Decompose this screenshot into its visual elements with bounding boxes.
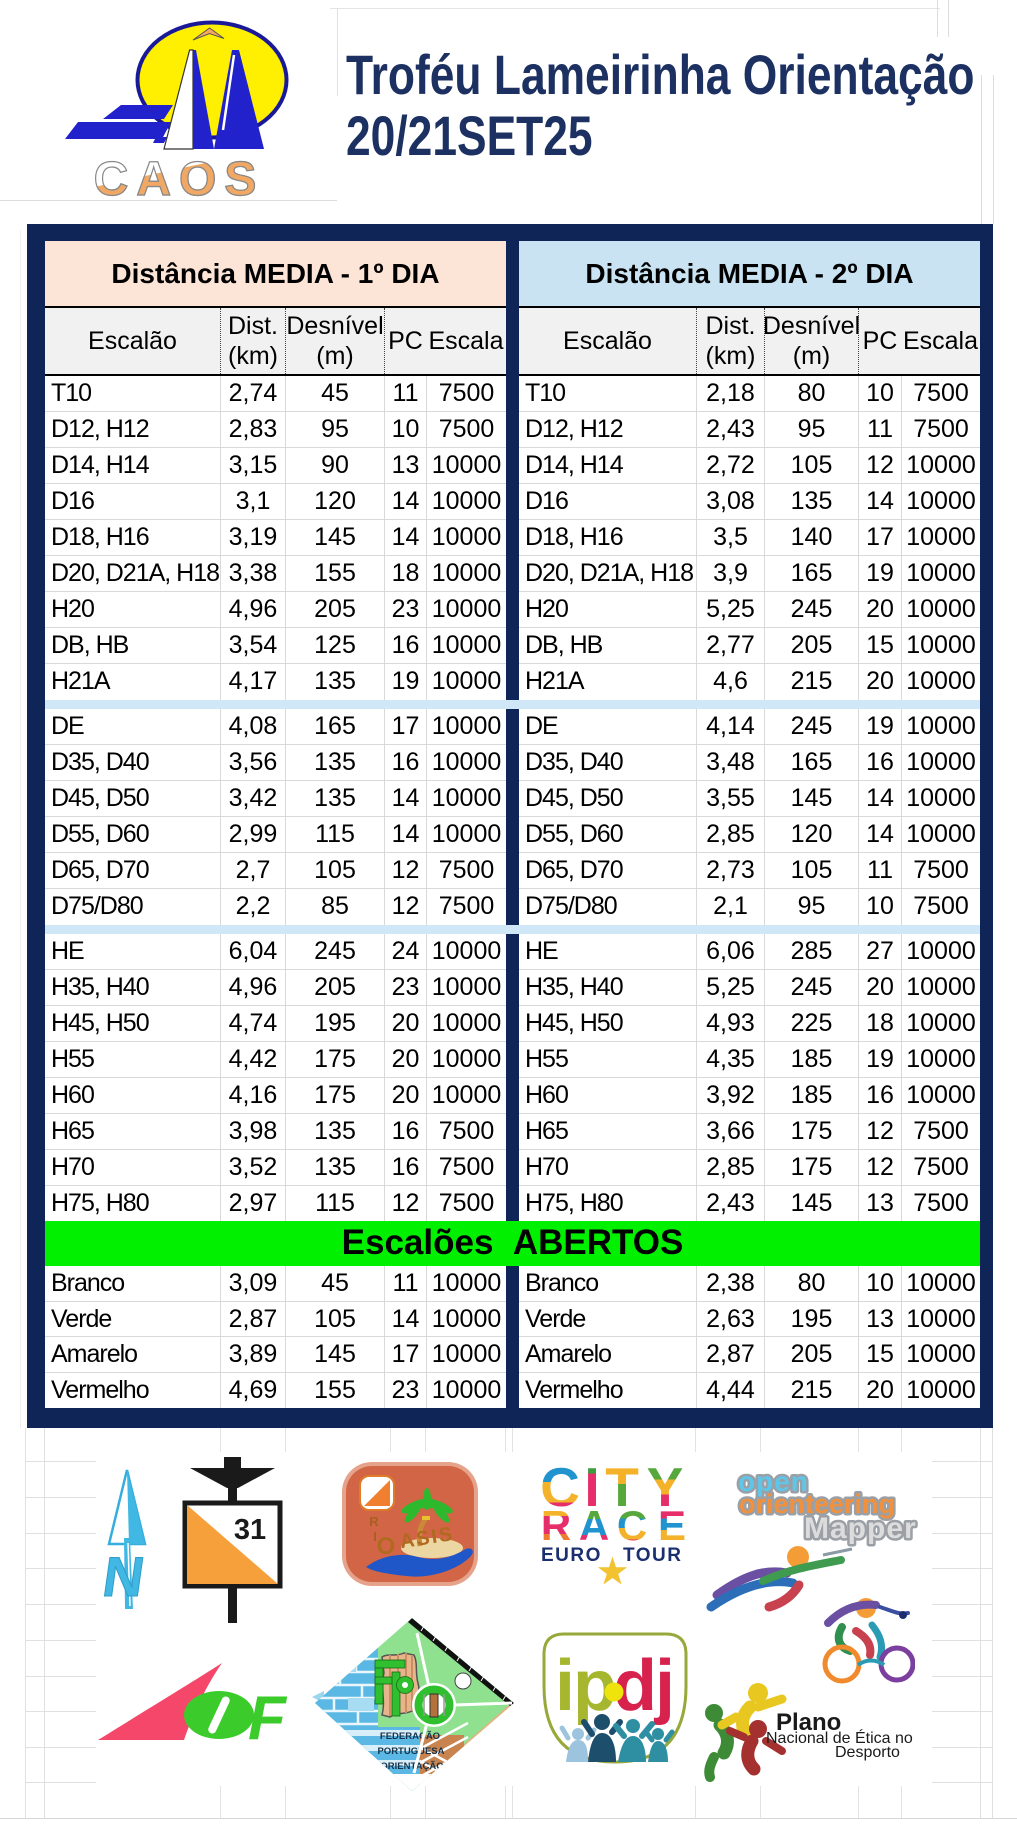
svg-text:open: open (738, 1466, 809, 1497)
svg-text:Y: Y (647, 1456, 684, 1518)
svg-text:C: C (617, 1502, 647, 1549)
svg-text:R: R (369, 1514, 379, 1529)
svg-text:I: I (584, 1456, 599, 1518)
svg-text:EURO: EURO (541, 1545, 602, 1566)
svg-text:C: C (540, 1456, 580, 1518)
svg-text:PORTUGUESA: PORTUGUESA (377, 1746, 444, 1757)
svg-text:ORIENTAÇÃO: ORIENTAÇÃO (380, 1761, 443, 1772)
svg-text:F: F (248, 1684, 288, 1750)
svg-text:ip: ip (555, 1646, 615, 1726)
svg-text:Desporto: Desporto (835, 1744, 900, 1761)
svg-text:N: N (100, 1545, 148, 1608)
svg-text:Plano: Plano (776, 1709, 841, 1736)
svg-text:FEDERAÇÃO: FEDERAÇÃO (380, 1731, 440, 1742)
svg-text:Nacional de Ética no: Nacional de Ética no (766, 1728, 913, 1747)
svg-text:orienteering: orienteering (739, 1489, 895, 1519)
svg-text:CAOS: CAOS (94, 153, 265, 206)
svg-text:Mapper: Mapper (804, 1512, 917, 1545)
svg-text:O: O (377, 1533, 396, 1560)
svg-text:R: R (541, 1502, 571, 1549)
svg-text:dj: dj (613, 1646, 673, 1726)
svg-text:E: E (658, 1502, 686, 1549)
svg-text:31: 31 (234, 1514, 266, 1546)
svg-text:TOUR: TOUR (623, 1545, 682, 1566)
svg-text:T: T (605, 1456, 639, 1518)
svg-text:I: I (373, 1529, 377, 1544)
svg-text:A: A (579, 1502, 609, 1549)
